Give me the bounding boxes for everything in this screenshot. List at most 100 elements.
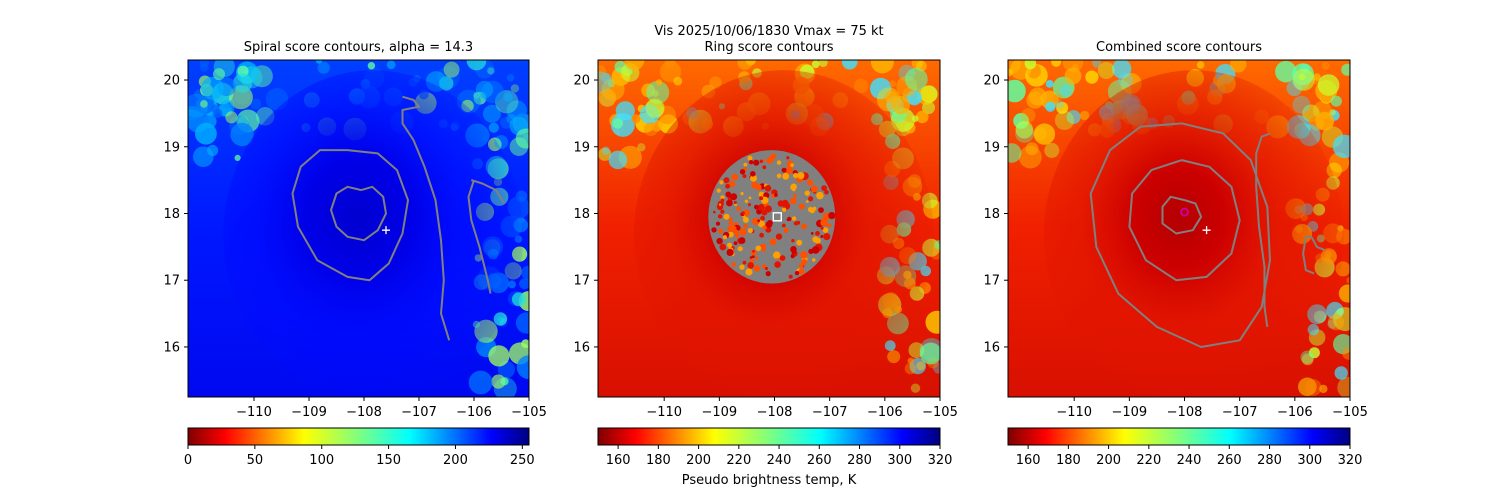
ring-contour-gap	[759, 232, 764, 238]
cloud-patch	[916, 110, 929, 124]
cloud-patch	[601, 146, 611, 155]
storm-core	[1043, 70, 1344, 397]
ring-contour-gap	[781, 223, 786, 228]
cloud-patch	[1008, 79, 1026, 103]
cloud-patch	[1008, 69, 1013, 77]
score-contour	[1302, 236, 1315, 275]
y-tick-label: 16	[163, 340, 180, 355]
cloud-patch	[195, 122, 217, 145]
cloud-patch	[1015, 124, 1034, 143]
ring-contour-gap	[757, 220, 765, 228]
ring-contour-gap	[796, 239, 803, 246]
ring-contour-gap	[751, 255, 755, 259]
cloud-patch	[904, 67, 928, 91]
ring-contour-gap	[762, 225, 767, 230]
cloud-patch	[213, 68, 225, 81]
cloud-patch	[911, 60, 923, 69]
cloud-patch	[737, 60, 753, 70]
y-tick-label: 17	[983, 274, 1000, 289]
cloud-patch	[659, 61, 682, 83]
ring-contour-gap	[728, 180, 736, 188]
score-contour	[471, 179, 506, 205]
ring-contour-gap	[815, 231, 820, 236]
cloud-patch	[317, 61, 330, 74]
ring-contour-gap	[785, 166, 794, 174]
cloud-patch	[598, 71, 612, 94]
colorbar-tick-label: 320	[928, 453, 953, 468]
colorbar	[1007, 427, 1351, 446]
cloud-patch	[1028, 87, 1047, 106]
ring-contour-gap	[824, 222, 829, 227]
ring-contour-gap	[752, 250, 755, 253]
ring-contour-gap	[742, 174, 747, 179]
ring-contour-gap	[727, 231, 734, 238]
colorbar-tick-label: 280	[1257, 453, 1282, 468]
ring-contour-gap	[726, 248, 734, 256]
ring-contour-gap	[755, 256, 759, 260]
ring-contour-gap	[818, 207, 824, 214]
cloud-patch	[1313, 73, 1321, 81]
colorbar-tick-label: 240	[1177, 453, 1202, 468]
colorbar-tick-label: 220	[726, 453, 751, 468]
cloud-patch	[232, 73, 253, 93]
cloud-patch	[916, 361, 926, 371]
panel-title: Combined score contours	[1096, 40, 1262, 55]
cloud-patch	[1064, 67, 1082, 85]
ring-contour-gap	[711, 227, 717, 233]
ring-contour-gap	[748, 160, 754, 165]
cloud-patch	[1025, 142, 1039, 156]
heatmap-image	[598, 60, 940, 397]
cloud-patch	[1317, 74, 1340, 96]
cloud-patch	[521, 339, 529, 349]
cloud-patch	[515, 312, 529, 334]
ring-contour-gap	[760, 215, 765, 221]
cloud-patch	[1015, 120, 1034, 139]
cloud-patch	[1338, 284, 1350, 303]
cloud-patch	[925, 310, 940, 334]
ring-contour-gap	[728, 217, 733, 222]
ring-contour-gap	[827, 223, 832, 228]
cloud-patch	[1066, 110, 1081, 125]
cloud-patch	[1091, 60, 1102, 68]
x-tick-label: −105	[511, 405, 547, 420]
cloud-patch	[612, 118, 623, 129]
ring-contour-gap	[717, 214, 723, 219]
ring-contour-gap	[790, 163, 794, 168]
score-contour	[401, 95, 451, 341]
ring-contour-gap	[739, 228, 747, 236]
ring-contour-gap	[715, 221, 721, 226]
cloud-patch	[466, 60, 487, 71]
score-contour	[467, 179, 492, 294]
cloud-patch	[519, 278, 529, 290]
ring-contour-gap	[811, 246, 820, 254]
ring-contour-gap	[770, 153, 777, 160]
cloud-patch	[919, 342, 940, 365]
cloud-patch	[443, 61, 460, 78]
cloud-patch	[250, 98, 262, 110]
ring-contour-gap	[765, 226, 772, 233]
cloud-patch	[1045, 101, 1056, 112]
cloud-patch	[491, 374, 506, 389]
cloud-patch	[1319, 384, 1328, 394]
score-contour	[1128, 159, 1241, 282]
cloud-patch	[1346, 277, 1350, 284]
cloud-patch	[615, 101, 635, 121]
ring-contour-gap	[759, 159, 763, 163]
storm-core	[223, 70, 524, 397]
colorbar-tick-label: 180	[646, 453, 671, 468]
colorbar-tick-label: 250	[510, 453, 535, 468]
ring-contour-gap	[774, 193, 778, 197]
ring-contour-gap	[737, 246, 743, 252]
ring-contour-gap	[807, 206, 814, 213]
cloud-patch	[188, 93, 209, 118]
axes-frame	[1007, 59, 1351, 398]
x-tick-label: −106	[456, 405, 492, 420]
cloud-patch	[1333, 307, 1350, 332]
ring-contour-gap	[816, 191, 824, 200]
cloud-patch	[1097, 62, 1115, 79]
x-tick-label: −110	[236, 405, 272, 420]
y-tick-label: 19	[163, 140, 180, 155]
colorbar-tick-label: 0	[184, 453, 192, 468]
y-tick-label: 17	[573, 274, 590, 289]
cloud-patch	[193, 146, 214, 167]
